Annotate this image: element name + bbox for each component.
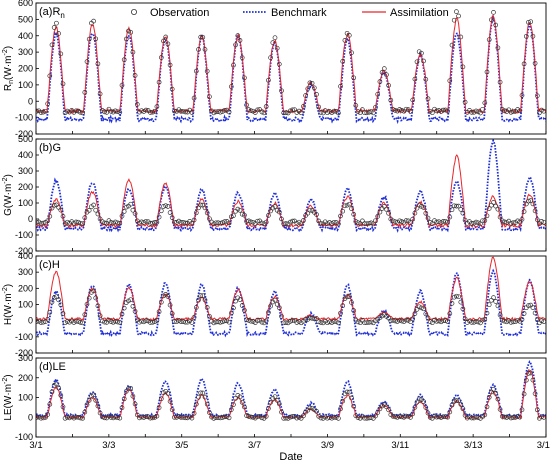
y-tick-label: 400 xyxy=(18,251,33,261)
plot-area xyxy=(35,10,546,122)
panel-frame xyxy=(36,256,546,353)
observation-point xyxy=(454,10,458,14)
panel-label: (c)H xyxy=(39,259,60,271)
plot-area xyxy=(35,362,546,421)
assimilation-series-line xyxy=(36,370,546,419)
benchmark-series-line xyxy=(36,141,546,231)
y-tick-label: 100 xyxy=(18,393,33,403)
x-axis-label: Date xyxy=(279,451,302,463)
y-tick-label: 0 xyxy=(28,214,33,224)
y-tick-label: 400 xyxy=(18,31,33,41)
plot-area xyxy=(35,141,546,231)
y-tick-label: 200 xyxy=(18,182,33,192)
y-axis-label: LE(W·m-2) xyxy=(2,374,14,420)
panel-0: -200-1000100200300400500600(a)RnRn(W·m-2… xyxy=(2,0,546,139)
y-tick-label: 100 xyxy=(18,300,33,310)
y-tick-label: 100 xyxy=(18,198,33,208)
legend-label: Benchmark xyxy=(271,7,327,19)
y-tick-label: 0 xyxy=(28,316,33,326)
observation-point xyxy=(54,21,58,25)
observation-point xyxy=(273,36,277,40)
x-tick-label: 3/11 xyxy=(391,440,409,451)
assimilation-series-line xyxy=(36,257,546,320)
assimilation-series-line xyxy=(36,16,546,113)
observation-point xyxy=(450,208,454,212)
y-tick-label: -100 xyxy=(15,230,33,240)
panel-label: (b)G xyxy=(39,142,61,154)
x-tick-label: 3/1 xyxy=(29,440,42,451)
y-tick-label: 300 xyxy=(18,267,33,277)
y-tick-label: 200 xyxy=(18,373,33,383)
y-axis-label: Rn(W·m-2) xyxy=(2,46,15,91)
observation-point xyxy=(487,303,491,307)
benchmark-series-line xyxy=(36,271,546,335)
benchmark-series-line xyxy=(36,17,546,121)
x-tick-label: 3/3 xyxy=(102,440,115,451)
y-tick-label: 0 xyxy=(28,412,33,422)
y-tick-label: -100 xyxy=(15,332,33,342)
legend-observation-marker xyxy=(131,9,136,14)
observation-point xyxy=(492,296,496,300)
observation-point xyxy=(131,304,135,308)
panel-frame xyxy=(36,3,546,134)
panel-2: -200-1000100200300400(c)HH(W·m-2) xyxy=(2,251,546,358)
observation-point xyxy=(168,211,172,215)
legend-label: Observation xyxy=(150,7,209,19)
observation-point xyxy=(489,203,493,207)
assimilation-series-line xyxy=(36,155,546,227)
x-tick-label: 3/15 xyxy=(537,440,550,451)
y-tick-label: -100 xyxy=(15,113,33,123)
observation-point xyxy=(360,219,364,223)
y-tick-label: 300 xyxy=(18,353,33,363)
x-tick-label: 3/9 xyxy=(321,440,334,451)
y-axis-label: G(W·m-2) xyxy=(2,174,14,216)
benchmark-series-line xyxy=(36,362,546,417)
observation-point xyxy=(457,14,461,18)
y-axis-label: H(W·m-2) xyxy=(2,284,14,325)
observation-point xyxy=(531,306,535,310)
y-tick-label: 0 xyxy=(28,96,33,106)
y-tick-label: 200 xyxy=(18,64,33,74)
y-tick-label: 500 xyxy=(18,134,33,144)
panel-label: (a)Rn xyxy=(39,6,65,20)
y-tick-label: 300 xyxy=(18,166,33,176)
observation-point xyxy=(122,210,126,214)
x-tick-label: 3/5 xyxy=(175,440,188,451)
y-tick-label: 300 xyxy=(18,47,33,57)
y-tick-label: 100 xyxy=(18,80,33,90)
x-tick-label: 3/13 xyxy=(464,440,483,451)
observation-point xyxy=(459,35,463,39)
panel-1: -200-1000100200300400500(b)GG(W·m-2) xyxy=(2,134,546,256)
y-tick-label: 500 xyxy=(18,14,33,24)
observation-point xyxy=(94,208,98,212)
panel-3: -1000100200300(d)LELE(W·m-2) xyxy=(2,353,546,442)
observation-point xyxy=(492,10,496,14)
panel-frame xyxy=(36,358,546,437)
panel-label: (d)LE xyxy=(39,361,66,373)
x-tick-label: 3/7 xyxy=(248,440,261,451)
observation-point xyxy=(494,300,498,304)
y-tick-label: 400 xyxy=(18,150,33,160)
legend-label: Assimilation xyxy=(390,7,449,19)
y-tick-label: 600 xyxy=(18,0,33,8)
panel-frame xyxy=(36,139,546,251)
observation-point xyxy=(87,398,91,402)
plot-area xyxy=(35,257,546,335)
y-tick-label: 200 xyxy=(18,283,33,293)
observation-point xyxy=(489,298,493,302)
